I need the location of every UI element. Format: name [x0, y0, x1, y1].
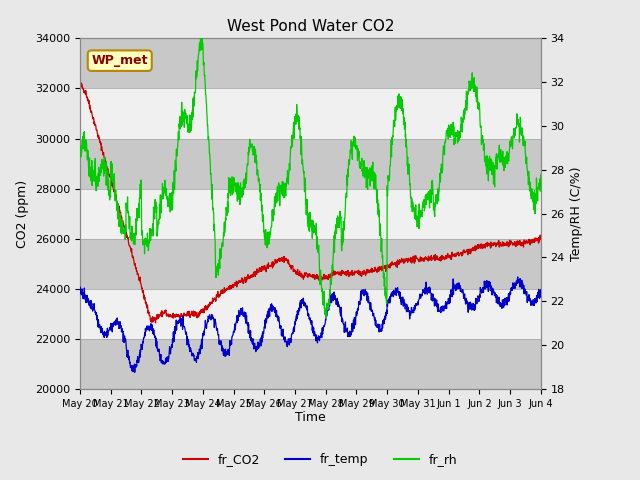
Bar	[80, 38, 541, 88]
Text: WP_met: WP_met	[92, 54, 148, 67]
Title: West Pond Water CO2: West Pond Water CO2	[227, 20, 394, 35]
Legend: fr_CO2, fr_temp, fr_rh: fr_CO2, fr_temp, fr_rh	[178, 448, 462, 471]
Y-axis label: CO2 (ppm): CO2 (ppm)	[17, 180, 29, 248]
X-axis label: Time: Time	[295, 411, 326, 424]
Bar	[80, 339, 541, 389]
Y-axis label: Temp/RH (C/%): Temp/RH (C/%)	[570, 167, 583, 261]
Bar	[80, 139, 541, 189]
Bar	[80, 239, 541, 288]
